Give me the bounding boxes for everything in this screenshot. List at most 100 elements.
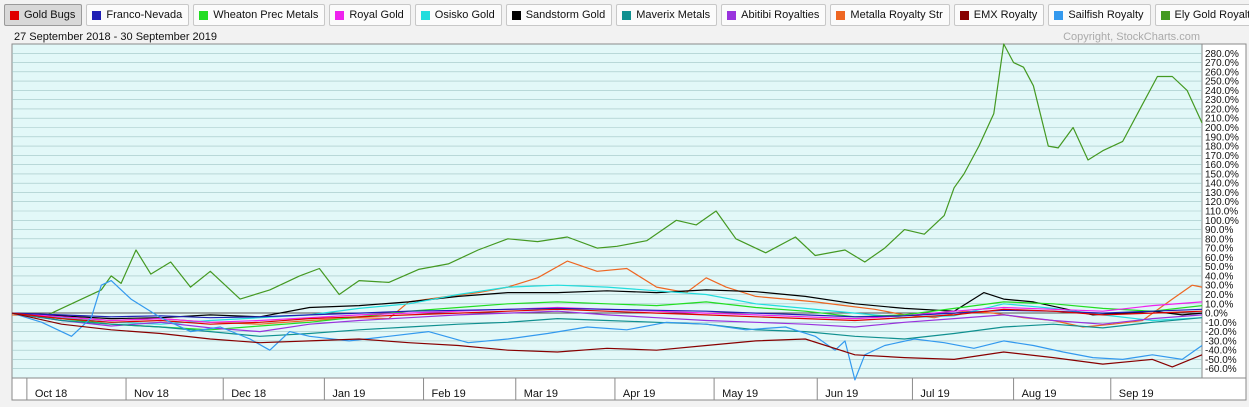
- legend-item-royal-gold[interactable]: Royal Gold: [329, 4, 411, 26]
- legend-swatch: [335, 10, 345, 20]
- y-tick-label: 30.0%: [1205, 281, 1233, 292]
- legend-item-maverix-metals[interactable]: Maverix Metals: [616, 4, 718, 26]
- legend-swatch: [420, 10, 430, 20]
- y-tick-label: 180.0%: [1205, 142, 1239, 153]
- legend-item-sandstorm-gold[interactable]: Sandstorm Gold: [505, 4, 613, 26]
- series-line-wheaton-prec-metals: [11, 301, 1203, 331]
- y-tick-label: -50.0%: [1205, 355, 1237, 366]
- legend-item-sailfish-royalty[interactable]: Sailfish Royalty: [1048, 4, 1151, 26]
- legend-label: Ely Gold Royalties: [1174, 9, 1249, 21]
- legend-swatch: [1160, 10, 1170, 20]
- y-tick-label: 10.0%: [1205, 299, 1233, 310]
- y-tick-label: -60.0%: [1205, 364, 1237, 375]
- xaxis-background: [11, 377, 1247, 401]
- y-tick-label: 120.0%: [1205, 197, 1239, 208]
- legend-label: Abitibi Royalties: [741, 9, 820, 21]
- y-tick-label: -30.0%: [1205, 336, 1237, 347]
- series-line-maverix-metals: [11, 312, 1203, 340]
- y-tick-label: 270.0%: [1205, 58, 1239, 69]
- series-line-emx-royalty: [11, 312, 1203, 368]
- legend-item-wheaton-prec-metals[interactable]: Wheaton Prec Metals: [193, 4, 326, 26]
- x-tick-label: Oct 18: [35, 388, 67, 400]
- legend-swatch: [836, 10, 846, 20]
- x-tick-label: May 19: [722, 388, 758, 400]
- y-tick-label: 100.0%: [1205, 216, 1239, 227]
- y-tick-label: -20.0%: [1205, 327, 1237, 338]
- legend-swatch: [92, 10, 102, 20]
- legend-label: Gold Bugs: [24, 9, 76, 21]
- series-line-ely-gold-royalties: [11, 43, 1203, 319]
- series-line-abitibi-royalties: [11, 310, 1203, 333]
- x-tick-label: Apr 19: [623, 388, 655, 400]
- legend-swatch: [1054, 10, 1064, 20]
- legend-item-ely-gold-royalties[interactable]: Ely Gold Royalties: [1154, 4, 1249, 26]
- legend-swatch: [10, 10, 19, 20]
- y-tick-label: 200.0%: [1205, 123, 1239, 134]
- legend-item-gold-bugs[interactable]: Gold Bugs: [4, 4, 83, 26]
- date-range: 27 September 2018 - 30 September 2019: [14, 31, 217, 43]
- series-lines: [11, 43, 1203, 381]
- legend-label: Maverix Metals: [636, 9, 711, 21]
- legend-swatch: [511, 10, 521, 20]
- legend-swatch: [959, 10, 969, 20]
- series-line-franco-nevada: [11, 307, 1203, 319]
- x-tick-label: Feb 19: [432, 388, 466, 400]
- y-tick-label: 80.0%: [1205, 234, 1233, 245]
- series-line-sailfish-royalty: [11, 280, 1203, 381]
- series-line-osisko-gold: [11, 284, 1203, 325]
- legend-item-emx-royalty[interactable]: EMX Royalty: [953, 4, 1045, 26]
- y-tick-label: -10.0%: [1205, 318, 1237, 329]
- x-tick-label: Jan 19: [332, 388, 365, 400]
- legend-label: Franco-Nevada: [106, 9, 183, 21]
- x-tick-label: Nov 18: [134, 388, 169, 400]
- y-tick-label: 40.0%: [1205, 271, 1233, 282]
- x-tick-label: Dec 18: [231, 388, 266, 400]
- legend-label: Metalla Royalty Str: [850, 9, 943, 21]
- legend-item-abitibi-royalties[interactable]: Abitibi Royalties: [721, 4, 827, 26]
- legend-label: EMX Royalty: [973, 9, 1038, 21]
- x-tick-label: Aug 19: [1022, 388, 1057, 400]
- y-tick-label: 210.0%: [1205, 114, 1239, 125]
- x-tick-label: Mar 19: [524, 388, 558, 400]
- y-tick-label: 60.0%: [1205, 253, 1233, 264]
- y-tick-label: 0.0%: [1205, 309, 1228, 320]
- y-tick-label: 220.0%: [1205, 104, 1239, 115]
- legend-swatch: [727, 10, 737, 20]
- y-tick-label: 130.0%: [1205, 188, 1239, 199]
- legend-label: Sandstorm Gold: [525, 9, 606, 21]
- legend-label: Wheaton Prec Metals: [213, 9, 319, 21]
- y-tick-label: 90.0%: [1205, 225, 1233, 236]
- legend: Gold Bugs Franco-Nevada Wheaton Prec Metal…: [4, 4, 1249, 28]
- y-tick-label: 170.0%: [1205, 151, 1239, 162]
- y-tick-label: 140.0%: [1205, 179, 1239, 190]
- y-tick-label: 70.0%: [1205, 244, 1233, 255]
- legend-item-metalla-royalty-str[interactable]: Metalla Royalty Str: [830, 4, 950, 26]
- y-tick-label: 150.0%: [1205, 169, 1239, 180]
- x-tick-label: Sep 19: [1119, 388, 1154, 400]
- y-tick-label: 20.0%: [1205, 290, 1233, 301]
- legend-label: Royal Gold: [349, 9, 404, 21]
- legend-item-franco-nevada[interactable]: Franco-Nevada: [86, 4, 190, 26]
- legend-label: Sailfish Royalty: [1068, 9, 1144, 21]
- y-tick-label: 280.0%: [1205, 49, 1239, 60]
- y-tick-label: 260.0%: [1205, 67, 1239, 78]
- y-tick-label: 250.0%: [1205, 77, 1239, 88]
- y-tick-label: 110.0%: [1205, 207, 1238, 218]
- legend-label: Osisko Gold: [434, 9, 495, 21]
- y-tick-label: 240.0%: [1205, 86, 1239, 97]
- legend-swatch: [622, 10, 632, 20]
- y-tick-label: 190.0%: [1205, 132, 1239, 143]
- x-axis: Oct 18 Nov 18 Dec 18 Jan 19 Feb 19 Mar 19 Apr …: [26, 378, 1154, 400]
- legend-swatch: [199, 10, 209, 20]
- y-tick-label: 230.0%: [1205, 95, 1239, 106]
- legend-item-osisko-gold[interactable]: Osisko Gold: [414, 4, 502, 26]
- x-tick-label: Jul 19: [920, 388, 949, 400]
- grid: [12, 52, 1202, 370]
- series-line-gold-bugs: [11, 308, 1203, 325]
- copyright: Copyright, StockCharts.com: [1063, 31, 1200, 43]
- y-tick-label: 160.0%: [1205, 160, 1239, 171]
- y-tick-label: -40.0%: [1205, 346, 1237, 357]
- y-axis: -60.0%-50.0%-40.0%-30.0%-20.0%-10.0%0.0%…: [1205, 49, 1239, 375]
- x-tick-label: Jun 19: [825, 388, 858, 400]
